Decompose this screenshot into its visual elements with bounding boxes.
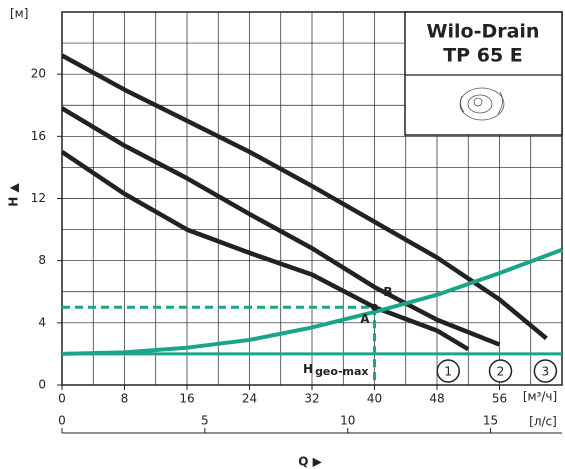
y-unit: [м] xyxy=(10,7,28,21)
point-A xyxy=(371,303,378,311)
x-tick-label: 48 xyxy=(429,392,444,406)
point-label: B xyxy=(383,285,392,299)
y-label: H ▲ xyxy=(7,183,21,207)
title-box xyxy=(404,11,563,136)
curve-marker xyxy=(533,359,558,383)
x-label: Q ▶ xyxy=(298,455,322,469)
x-unit: [м³/ч] xyxy=(523,390,557,404)
x-tick-label: 56 xyxy=(492,392,507,406)
hgeo-label-main: H xyxy=(303,361,313,375)
pump-icon xyxy=(459,87,505,121)
y-tick-label: 12 xyxy=(31,191,46,205)
x2-unit: [л/с] xyxy=(529,415,557,429)
y-tick-label: 4 xyxy=(38,315,46,329)
series-line xyxy=(60,53,548,341)
x-tick-label: 40 xyxy=(367,392,382,406)
chart-subtitle: TP 65 E xyxy=(443,45,523,67)
y-tick-label: 8 xyxy=(38,253,46,267)
y-tick-label: 16 xyxy=(31,129,46,143)
series-line xyxy=(60,106,501,347)
x2-tick-label: 10 xyxy=(340,414,355,428)
x2-tick-label: 0 xyxy=(58,414,66,428)
point-label: A xyxy=(360,312,370,326)
x-tick-label: 0 xyxy=(58,392,66,406)
legend-label: 1 xyxy=(444,365,452,379)
legend-label: 2 xyxy=(497,365,505,379)
series-line xyxy=(61,247,563,356)
legend-label: 3 xyxy=(542,365,550,379)
x-tick-label: 32 xyxy=(304,392,319,406)
chart-title: Wilo-Drain xyxy=(427,21,540,43)
x2-tick-label: 5 xyxy=(201,414,209,428)
x-tick-label: 24 xyxy=(242,392,257,406)
series-line xyxy=(60,150,470,352)
hgeo-label-sub: geo-max xyxy=(315,365,368,378)
x-tick-label: 16 xyxy=(179,392,194,406)
x2-tick-label: 15 xyxy=(483,414,498,428)
curve-marker xyxy=(488,359,513,383)
curve-marker xyxy=(436,359,460,383)
y-tick-label: 20 xyxy=(31,67,46,81)
x-tick-label: 8 xyxy=(121,392,129,406)
y-tick-label: 0 xyxy=(38,378,46,392)
